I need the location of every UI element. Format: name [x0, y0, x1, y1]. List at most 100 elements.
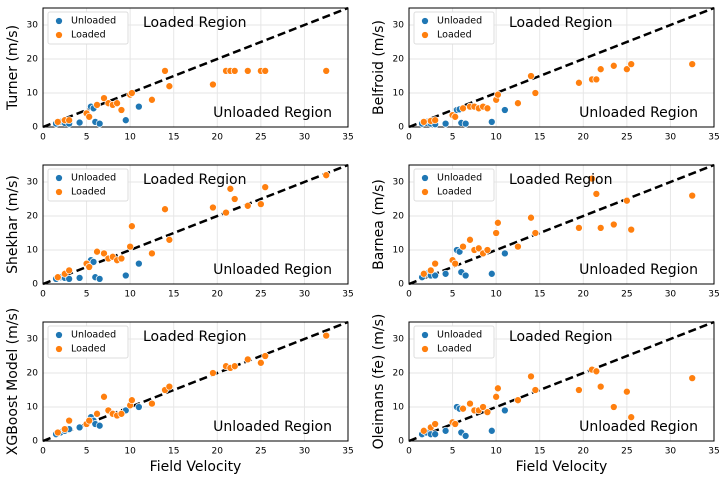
x-tick-label: 0 [406, 290, 412, 300]
point [243, 67, 252, 75]
legend-label: Unloaded [437, 173, 482, 184]
y-tick-label: 30 [393, 21, 405, 31]
x-tick-label: 25 [255, 133, 266, 143]
y-tick-label: 10 [393, 246, 405, 256]
x-axis-label: Field Velocity [150, 459, 242, 475]
point [459, 404, 467, 413]
x-tick-label: 35 [708, 133, 719, 143]
point [627, 413, 636, 422]
x-tick-label: 15 [168, 447, 179, 457]
point [65, 266, 73, 275]
y-tick-label: 20 [27, 212, 39, 222]
x-tick-label: 35 [708, 447, 719, 457]
point [494, 384, 502, 393]
annotation: Loaded Region [143, 15, 246, 31]
legend-marker [421, 17, 429, 25]
point [441, 426, 450, 435]
point [93, 247, 101, 256]
point [596, 382, 605, 391]
point [609, 61, 618, 70]
point [121, 116, 130, 125]
annotation: Loaded Region [509, 15, 612, 31]
legend-label: Loaded [437, 187, 472, 198]
point [100, 94, 108, 102]
point [209, 369, 217, 377]
point [261, 183, 270, 191]
y-axis-label: Turner (m/s) [5, 25, 21, 111]
legend-box [413, 11, 495, 45]
x-tick-label: 35 [342, 133, 353, 143]
y-tick-label: 10 [27, 89, 39, 99]
axes-frame [408, 164, 715, 285]
point [575, 386, 583, 394]
point [95, 421, 104, 430]
point [85, 416, 94, 425]
point [466, 399, 474, 408]
x-tick-label: 10 [490, 290, 502, 300]
y-tick-label: 10 [27, 403, 39, 413]
point [100, 392, 108, 401]
subplot: 0 5 10 15 20 25 30 35 0 10 20 30 Loaded Region Unload… [5, 308, 354, 475]
x-tick-label: 30 [299, 447, 311, 457]
legend-label: Unloaded [71, 16, 116, 27]
legend-marker [55, 345, 63, 353]
x-tick-label: 20 [212, 290, 224, 300]
legend-marker [55, 188, 63, 196]
point [93, 101, 101, 109]
point [135, 102, 143, 111]
axes-frame [42, 164, 349, 285]
legend-marker [55, 31, 63, 39]
point [75, 118, 84, 127]
y-tick-label: 30 [27, 335, 39, 345]
x-tick-label: 15 [168, 133, 179, 143]
y-tick-label: 10 [27, 246, 39, 256]
point [165, 382, 174, 391]
legend-marker [55, 17, 63, 25]
y-tick-label: 20 [393, 212, 405, 222]
x-tick-label: 15 [534, 133, 545, 143]
point [483, 246, 492, 254]
point [483, 104, 492, 113]
x-tick-label: 20 [578, 290, 590, 300]
annotation: Unloaded Region [213, 419, 332, 435]
point [483, 408, 492, 416]
point [53, 428, 62, 437]
point [588, 174, 596, 183]
legend-box [47, 11, 129, 45]
point [135, 259, 143, 268]
point [85, 263, 94, 271]
point [494, 90, 502, 99]
legend-marker [421, 31, 429, 39]
x-tick-label: 5 [84, 133, 90, 143]
axes-frame [42, 321, 349, 442]
y-axis-label: XGBoost Model (m/s) [5, 308, 21, 455]
x-tick-label: 10 [124, 133, 136, 143]
point [441, 119, 450, 128]
point [575, 224, 583, 232]
x-tick-label: 30 [665, 447, 677, 457]
point [592, 75, 601, 84]
x-tick-label: 20 [212, 133, 224, 143]
legend-marker [421, 345, 429, 353]
point [431, 271, 439, 280]
legend-marker [421, 174, 429, 182]
annotation: Unloaded Region [579, 419, 698, 435]
annotation: Unloaded Region [213, 105, 332, 121]
axes-frame [408, 321, 715, 442]
x-tick-label: 30 [299, 290, 311, 300]
point [89, 258, 98, 266]
point [527, 372, 535, 381]
x-tick-label: 15 [534, 290, 545, 300]
point [113, 99, 121, 108]
y-axis-label: Barnea (m/s) [371, 179, 387, 270]
point [466, 235, 474, 244]
y-tick-label: 0 [398, 437, 404, 447]
point [419, 426, 428, 435]
x-tick-label: 0 [40, 133, 46, 143]
legend-label: Loaded [71, 344, 106, 355]
point [161, 205, 169, 214]
x-tick-label: 25 [255, 447, 266, 457]
point [148, 399, 156, 408]
y-tick-label: 0 [32, 280, 38, 290]
